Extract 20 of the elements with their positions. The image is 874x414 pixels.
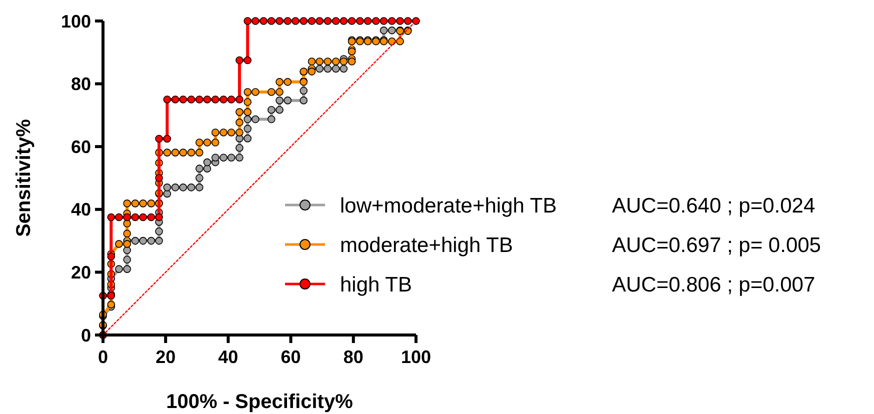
text: AUC=0.806 ; p=0.007 — [612, 273, 816, 296]
y-axis-title: Sensitivity% — [13, 118, 35, 237]
y-tick-label: 40 — [70, 200, 91, 220]
text: AUC=0.640 ; p=0.024 — [612, 194, 816, 218]
y-tick-label: 0 — [80, 325, 91, 346]
x-tick-label: 60 — [280, 347, 301, 367]
legend-label: low+moderate+high TB — [340, 194, 557, 218]
y-tick-label: 80 — [70, 74, 91, 94]
x-tick-label: 40 — [218, 347, 238, 367]
text: AUC=0.697 ; p= 0.005 — [612, 234, 821, 257]
legend-label: high TB — [340, 273, 412, 296]
x-tick-label: 80 — [343, 347, 364, 367]
y-tick-label: 100 — [60, 11, 91, 32]
x-tick-label: 0 — [98, 347, 108, 367]
x-axis-title: 100% - Specificity% — [166, 391, 354, 413]
y-tick-label: 60 — [70, 136, 91, 157]
y-tick-label: 20 — [70, 262, 91, 282]
x-tick-label: 100 — [400, 347, 432, 367]
legend-label: moderate+high TB — [340, 234, 513, 257]
x-tick-label: 20 — [156, 347, 176, 367]
